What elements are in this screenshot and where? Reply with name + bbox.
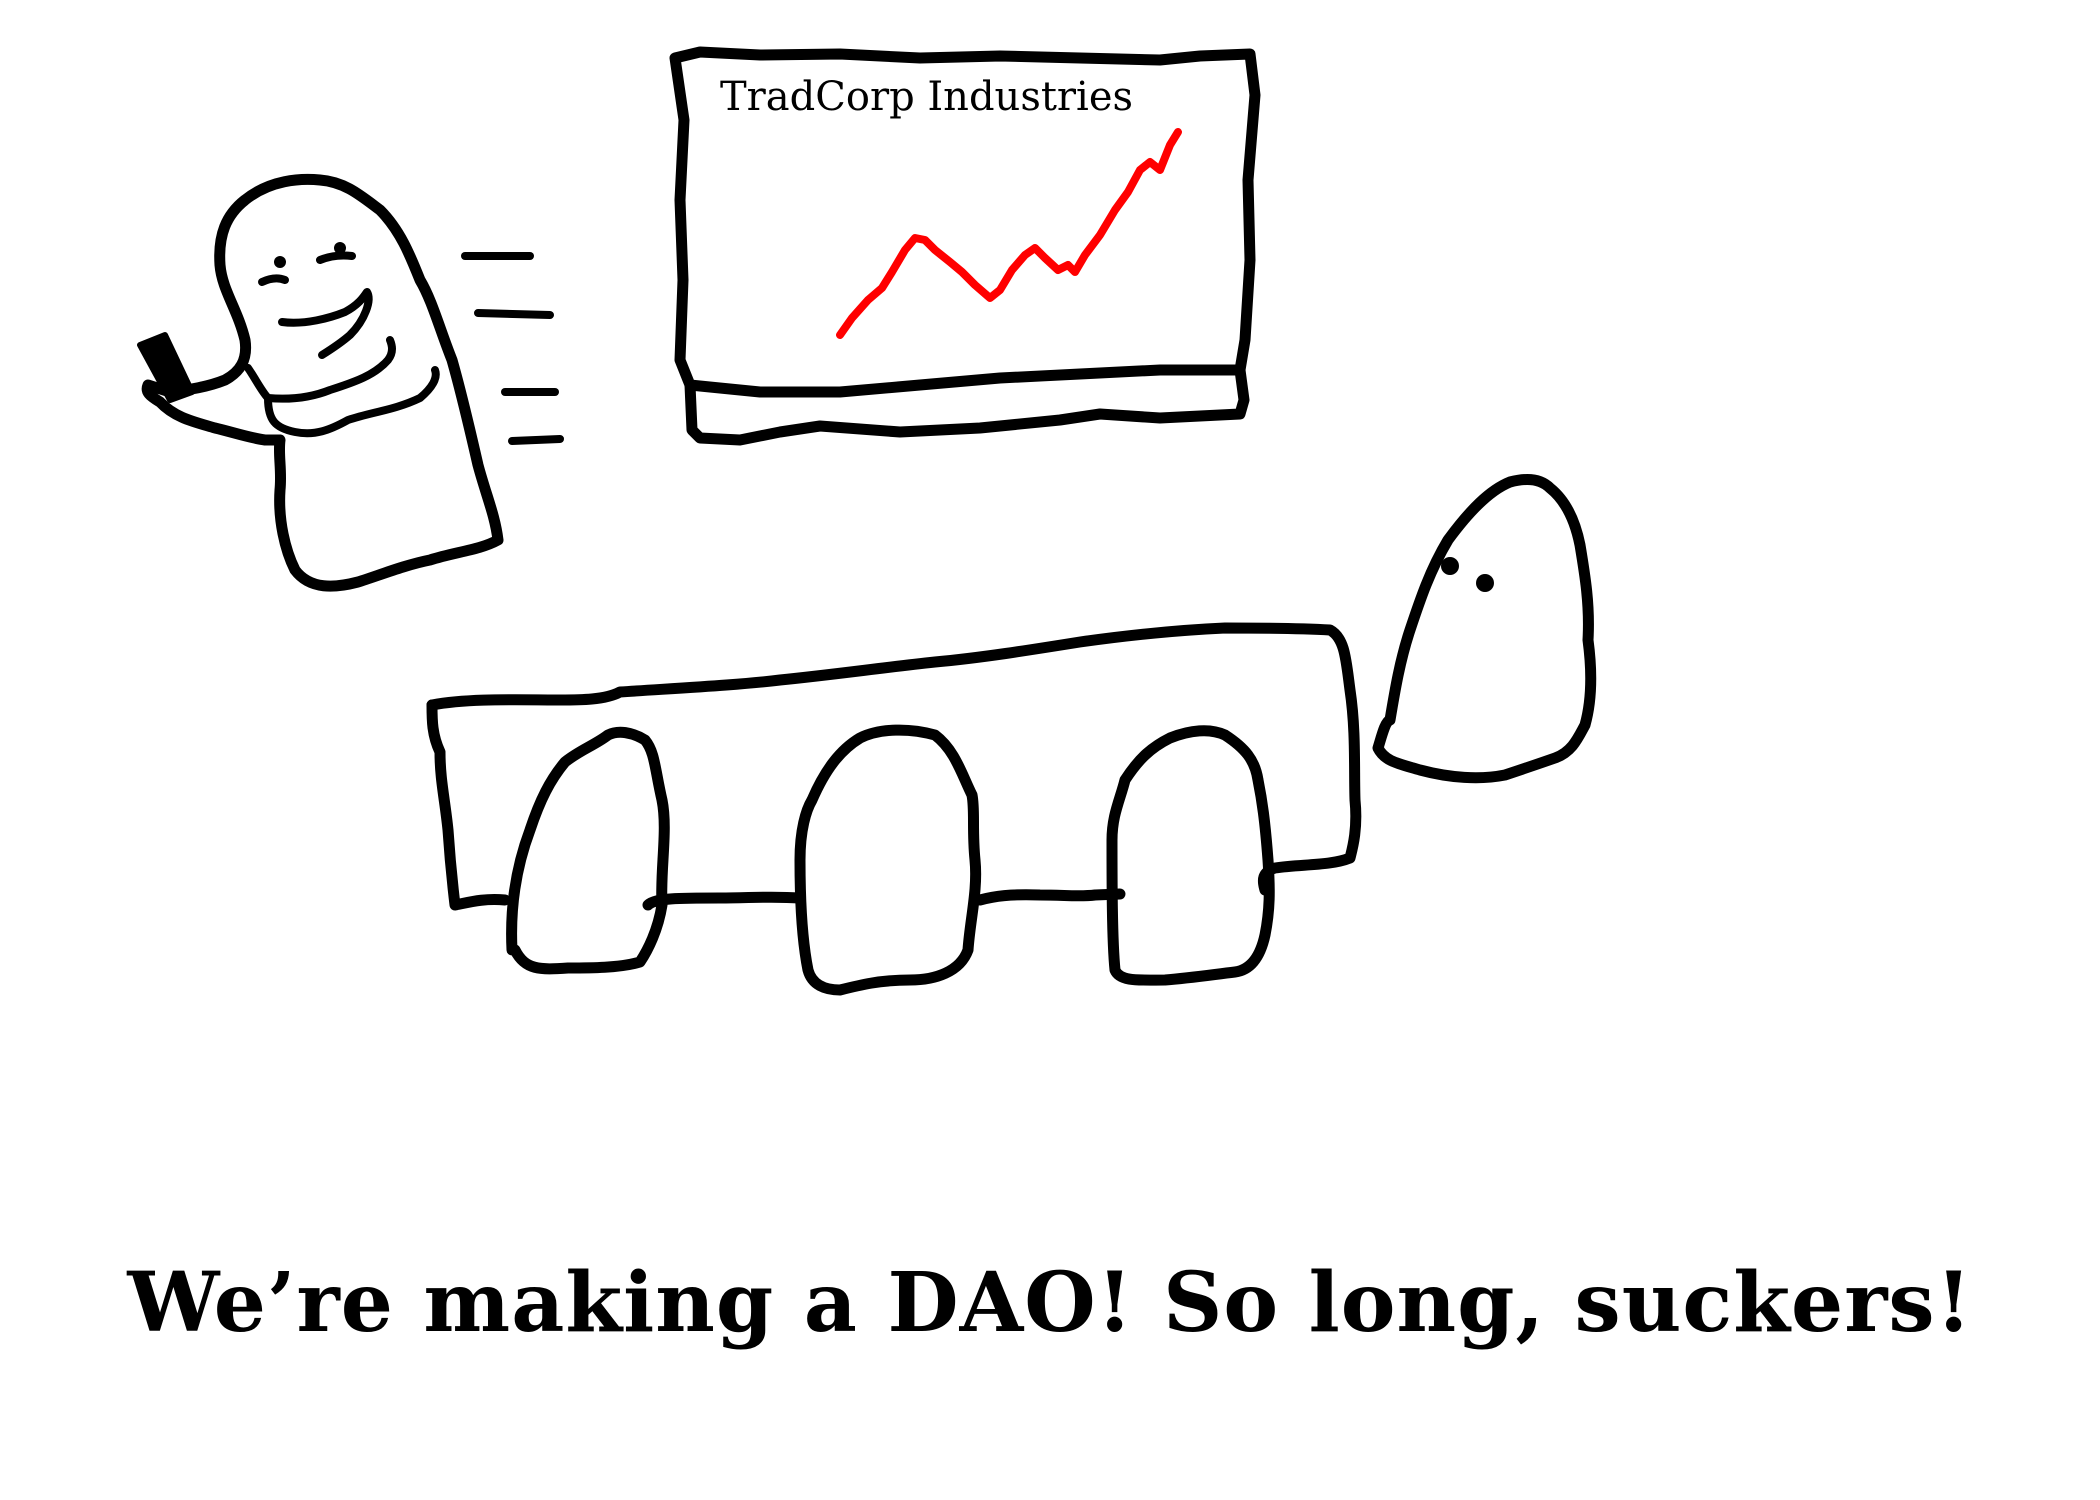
presenter-arm-lower (264, 366, 440, 438)
executive-left-eye (1441, 557, 1459, 575)
presenter-right-eye (316, 251, 356, 264)
phone-icon (137, 332, 195, 403)
presenter-left-pupil (274, 256, 286, 268)
motion-lines (461, 252, 564, 445)
audience-member-1 (506, 726, 670, 975)
presenter-arm (244, 336, 396, 403)
table-left-side (426, 699, 511, 911)
presenter-character (137, 173, 504, 592)
screen-bottom-ledge (684, 364, 1250, 446)
conference-table (426, 622, 1362, 911)
presenter-left-eye (258, 274, 289, 286)
executive-right-eye (1476, 574, 1494, 592)
presenter-body (141, 173, 504, 592)
executive-body (1372, 474, 1597, 784)
stock-trend-line (836, 128, 1182, 339)
table-bottom-middle (974, 888, 1126, 906)
audience-member-3 (1106, 725, 1275, 986)
screen-frame (669, 46, 1261, 398)
table-bottom-left (642, 891, 806, 911)
seated-executive (1372, 474, 1597, 784)
presentation-screen: TradCorp Industries (669, 46, 1261, 446)
screen-title: TradCorp Industries (720, 74, 1133, 120)
audience-members (506, 724, 1275, 996)
presenter-smile (278, 288, 373, 359)
motion-line-4 (508, 435, 564, 445)
presenter-right-pupil (334, 242, 346, 254)
motion-line-2 (474, 309, 554, 319)
comic-caption: We’re making a DAO! So long, suckers! (127, 1255, 1973, 1351)
table-top (426, 622, 1362, 896)
audience-member-2 (794, 724, 982, 996)
